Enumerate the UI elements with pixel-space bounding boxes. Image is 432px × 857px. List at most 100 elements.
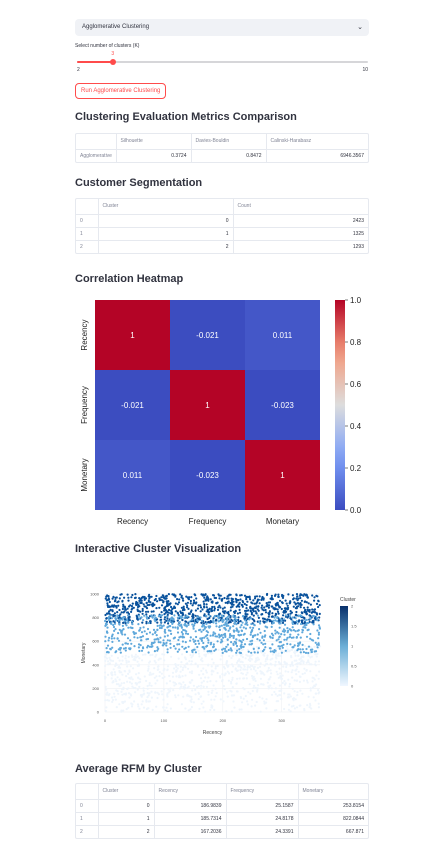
scatter-point (289, 633, 292, 636)
scatter-point (277, 619, 281, 622)
scatter-point (298, 658, 301, 661)
scatter-point (184, 602, 187, 605)
scatter-point (180, 606, 183, 609)
scatter-point (160, 672, 163, 675)
scatter-point (180, 625, 183, 628)
scatter-point (160, 690, 163, 693)
scatter-point (171, 626, 175, 629)
column-header[interactable]: Cluster (98, 199, 234, 215)
scatter-point (266, 681, 269, 684)
scatter-point (231, 654, 234, 658)
scatter-point (257, 616, 260, 619)
scatter-point (225, 620, 228, 623)
avg-rfm-table[interactable]: Cluster Recency Frequency Monetary 0 0 186.98… (75, 783, 369, 839)
scatter-point (147, 667, 150, 670)
scatter-point (235, 682, 238, 685)
scatter-point (174, 670, 178, 673)
scatter-point (296, 694, 299, 697)
column-header[interactable]: Calinski-Harabasz (266, 134, 368, 150)
slider-thumb[interactable] (110, 59, 117, 65)
scatter-point (136, 609, 139, 612)
scatter-point (146, 669, 150, 672)
column-header[interactable] (76, 134, 117, 150)
scatter-point (140, 703, 143, 706)
scatter-point (242, 668, 245, 671)
scatter-point (165, 682, 168, 685)
scatter-point (162, 706, 165, 709)
scatter-point (224, 601, 227, 604)
scatter-point (147, 599, 150, 602)
column-header[interactable] (76, 199, 99, 215)
column-header[interactable]: Davies-Bouldin (191, 134, 267, 150)
scatter-point (118, 659, 121, 662)
scatter-point (213, 615, 216, 618)
column-header[interactable] (76, 784, 99, 800)
scatter-point (194, 642, 197, 646)
scatter-point (223, 667, 226, 670)
scatter-point (107, 639, 110, 642)
scatter-point (205, 645, 208, 648)
scatter-point (136, 655, 139, 658)
scatter-point (128, 676, 131, 680)
scatter-point (258, 639, 261, 642)
scatter-point (124, 646, 127, 650)
scatter-point (301, 628, 304, 631)
scatter-point (280, 651, 283, 654)
scatter-point (240, 629, 244, 632)
scatter-point (184, 707, 187, 710)
scatter-point (220, 654, 223, 657)
scatter-point (214, 667, 217, 670)
scatter-point (126, 618, 129, 622)
scatter-point (135, 656, 138, 659)
scatter-point (197, 604, 200, 607)
scatter-point (309, 656, 312, 659)
scatter-point (120, 671, 123, 674)
scatter-point (122, 605, 125, 608)
cluster-slider[interactable]: 3 2 10 (77, 51, 368, 73)
scatter-point (245, 677, 248, 680)
scatter-point (128, 616, 131, 619)
column-header[interactable]: Count (233, 199, 368, 215)
scatter-point (278, 647, 281, 650)
algorithm-select[interactable]: Agglomerative Clustering ⌄ (75, 19, 369, 36)
scatter-point (154, 691, 157, 694)
scatter-point (138, 657, 141, 660)
scatter-point (317, 706, 320, 709)
scatter-point (210, 652, 213, 655)
scatter-point (222, 636, 225, 639)
table-row: 1 1 185.7314 24.8178 822.0844 (76, 812, 368, 826)
scatter-point (220, 617, 223, 620)
scatter-point (180, 594, 183, 597)
scatter-point (167, 622, 170, 625)
column-header[interactable]: Silhouette (116, 134, 192, 150)
scatter-point (242, 601, 245, 604)
scatter-point (266, 626, 269, 629)
metrics-table[interactable]: Silhouette Davies-Bouldin Calinski-Harabas… (75, 133, 369, 163)
scatter-point (127, 687, 130, 690)
scatter-point (128, 669, 131, 672)
scatter-point (182, 599, 185, 602)
scatter-point (130, 705, 134, 708)
scatter-point (159, 657, 162, 660)
run-clustering-button[interactable]: Run Agglomerative Clustering (75, 83, 167, 99)
scatter-point (181, 635, 184, 638)
scatter-point (286, 608, 289, 611)
column-header[interactable]: Frequency (226, 784, 299, 800)
column-header[interactable]: Monetary (298, 784, 368, 800)
column-header[interactable]: Recency (154, 784, 227, 800)
scatter-point (117, 683, 120, 686)
column-header[interactable]: Cluster (98, 784, 155, 800)
scatter-point (273, 690, 276, 694)
scatter-point (213, 708, 216, 711)
scatter-point (237, 630, 240, 634)
scatter-point (150, 684, 153, 687)
scatter-point (293, 659, 296, 662)
scatter-point (201, 660, 204, 663)
scatter-point (106, 605, 110, 608)
scatter-point (199, 687, 203, 690)
scatter-point (285, 665, 288, 669)
scatter-point (178, 687, 181, 690)
segmentation-table[interactable]: Cluster Count 0 0 2423 1 1 1325 2 2 1293 (75, 198, 369, 254)
scatter-point (138, 649, 141, 653)
